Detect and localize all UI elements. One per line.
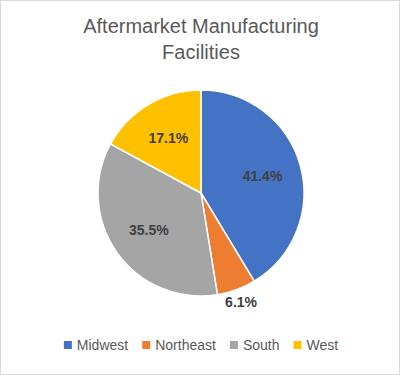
- legend-label: South: [243, 337, 280, 353]
- legend-label: Northeast: [155, 337, 216, 353]
- pie-slice: [110, 90, 201, 193]
- data-label: 41.4%: [243, 168, 283, 184]
- data-label: 35.5%: [129, 222, 169, 238]
- legend-label: West: [307, 337, 339, 353]
- legend-swatch: [142, 341, 150, 349]
- pie: [98, 90, 304, 296]
- legend-label: Midwest: [77, 337, 128, 353]
- legend-swatch: [64, 341, 72, 349]
- data-label: 17.1%: [148, 130, 188, 146]
- data-label: 6.1%: [225, 294, 257, 310]
- legend: Midwest Northeast South West: [64, 337, 338, 353]
- data-labels: 41.4% 6.1% 35.5% 17.1%: [129, 130, 283, 310]
- legend-swatch: [294, 341, 302, 349]
- chart-svg: 41.4% 6.1% 35.5% 17.1% Midwest Northeast South…: [1, 1, 400, 375]
- chart-title: Aftermarket Manufacturing Facilities: [66, 13, 336, 65]
- chart-area: Aftermarket Manufacturing Facilities 41.…: [0, 0, 400, 375]
- legend-swatch: [230, 341, 238, 349]
